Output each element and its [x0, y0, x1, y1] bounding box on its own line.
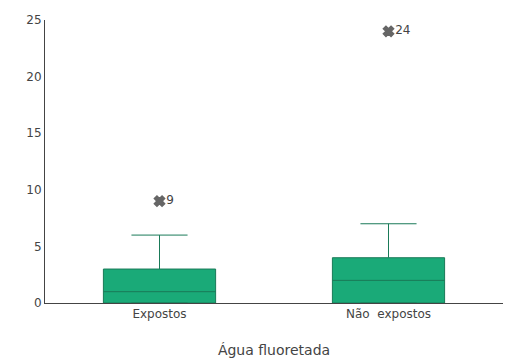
svg-text:15: 15	[26, 126, 41, 140]
svg-text:5: 5	[34, 240, 42, 254]
svg-text:25: 25	[26, 13, 41, 27]
svg-text:Não expostos: Não expostos	[346, 307, 431, 321]
svg-text:Água fluoretada: Água fluoretada	[218, 342, 330, 358]
svg-text:20: 20	[26, 70, 41, 84]
svg-text:9: 9	[166, 193, 174, 207]
svg-text:Expostos: Expostos	[132, 307, 186, 321]
svg-text:24: 24	[395, 23, 410, 37]
svg-text:0: 0	[34, 296, 42, 310]
svg-text:10: 10	[26, 183, 41, 197]
